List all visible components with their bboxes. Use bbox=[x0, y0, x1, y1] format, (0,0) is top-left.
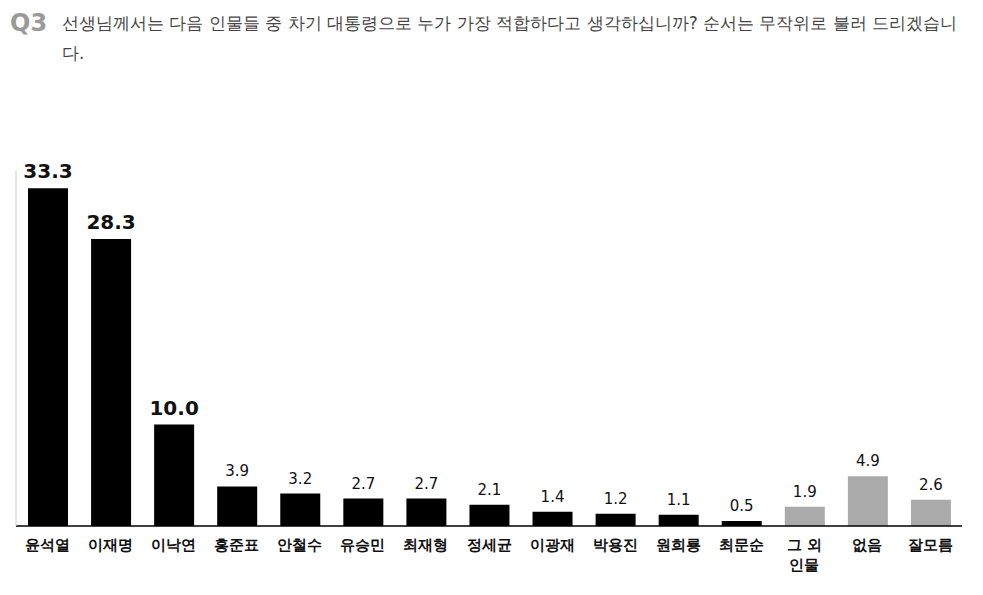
svg-text:윤석열: 윤석열 bbox=[25, 536, 70, 554]
svg-text:2.6: 2.6 bbox=[919, 476, 943, 494]
svg-text:이광재: 이광재 bbox=[530, 536, 575, 554]
svg-text:1.9: 1.9 bbox=[793, 483, 817, 501]
svg-text:박용진: 박용진 bbox=[593, 536, 638, 554]
svg-text:2.7: 2.7 bbox=[414, 475, 438, 493]
svg-text:이재명: 이재명 bbox=[88, 536, 133, 554]
svg-text:이낙연: 이낙연 bbox=[151, 536, 196, 554]
svg-text:그 외인물: 그 외인물 bbox=[787, 536, 822, 574]
svg-text:없음: 없음 bbox=[852, 536, 882, 554]
svg-text:정세균: 정세균 bbox=[467, 536, 512, 554]
svg-text:1.2: 1.2 bbox=[604, 490, 628, 508]
html-text:Q3: Q3 bbox=[10, 9, 48, 37]
svg-text:잘모름: 잘모름 bbox=[908, 536, 953, 554]
svg-text:유승민: 유승민 bbox=[340, 536, 385, 554]
svg-text:최문순: 최문순 bbox=[719, 536, 764, 554]
svg-text:3.9: 3.9 bbox=[225, 462, 249, 480]
html-text:선생님께서는 다음 인물들 중 차기 대통령으로 누가 가장: 선생님께서는 다음 인물들 중 차기 대통령으로 누가 가장 적합하다고 생각하… bbox=[62, 13, 958, 63]
svg-text:2.1: 2.1 bbox=[478, 481, 502, 499]
svg-text:2.7: 2.7 bbox=[351, 475, 375, 493]
svg-text:3.2: 3.2 bbox=[288, 470, 312, 488]
svg-text:33.3: 33.3 bbox=[23, 159, 72, 183]
svg-text:원희룡: 원희룡 bbox=[656, 536, 701, 554]
svg-text:0.5: 0.5 bbox=[730, 497, 754, 515]
svg-text:10.0: 10.0 bbox=[149, 396, 198, 420]
svg-text:홍준표: 홍준표 bbox=[214, 536, 259, 554]
svg-text:안철수: 안철수 bbox=[277, 536, 322, 554]
svg-text:28.3: 28.3 bbox=[86, 210, 135, 234]
svg-text:1.4: 1.4 bbox=[541, 488, 565, 506]
svg-text:1.1: 1.1 bbox=[667, 491, 691, 509]
svg-text:4.9: 4.9 bbox=[856, 452, 880, 470]
svg-text:최재형: 최재형 bbox=[403, 536, 448, 554]
